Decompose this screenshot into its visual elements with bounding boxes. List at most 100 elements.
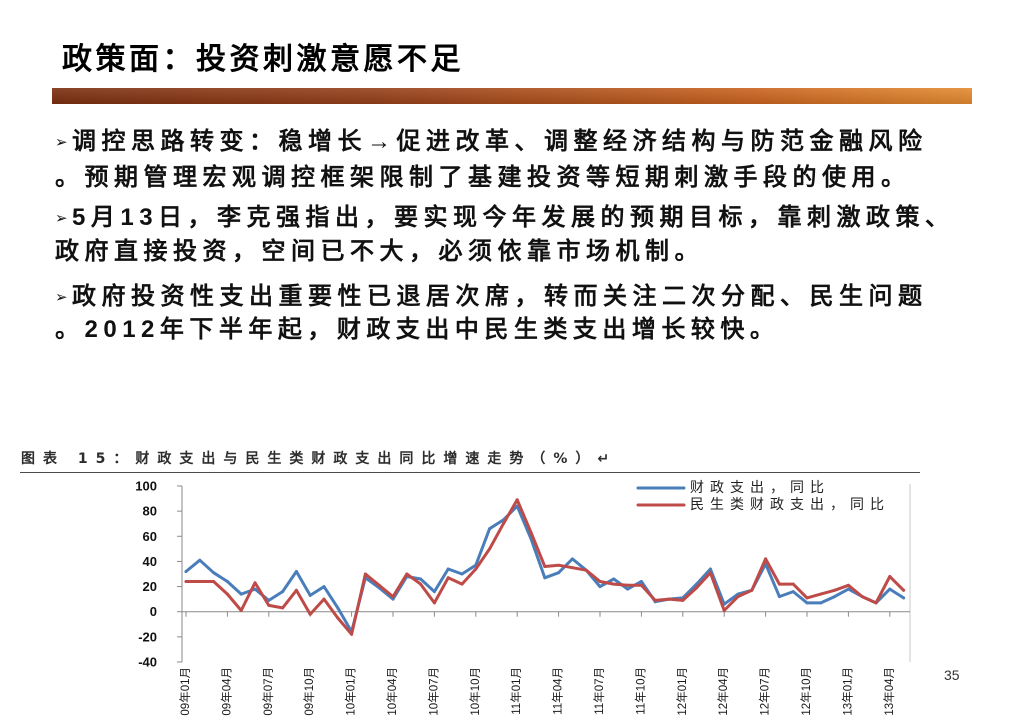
series-line-fiscal-spending — [184, 504, 906, 634]
data-point — [184, 570, 188, 573]
legend-label-livelihood-spending: 民生类财政支出，同比 — [690, 497, 890, 513]
bullet-arrow-icon: ➢ — [55, 209, 68, 227]
y-tick-label: 80 — [143, 504, 157, 519]
data-point — [253, 587, 257, 591]
data-point — [405, 572, 409, 576]
y-tick-label: 40 — [143, 554, 157, 569]
x-tick-label: 12年10月 — [799, 667, 813, 716]
x-tick-label: 13年04月 — [882, 667, 896, 716]
data-point — [419, 577, 423, 581]
data-point — [225, 592, 229, 596]
caption-divider — [20, 472, 920, 473]
data-point — [764, 557, 768, 561]
data-point — [212, 580, 216, 583]
data-point — [267, 598, 271, 602]
data-point — [336, 616, 340, 620]
data-point — [281, 590, 285, 594]
data-point — [501, 522, 505, 526]
data-point — [460, 582, 464, 586]
data-point — [253, 581, 257, 585]
x-tick-label: 09年10月 — [302, 667, 316, 716]
data-point — [239, 592, 243, 596]
data-point — [653, 598, 657, 602]
data-point — [791, 582, 795, 586]
data-point — [791, 590, 795, 594]
data-point — [570, 557, 574, 561]
data-point — [419, 582, 423, 586]
legend: 财政支出，同比 民生类财政支出，同比 — [636, 480, 890, 513]
data-point — [708, 567, 712, 571]
data-point — [598, 580, 602, 583]
data-point — [308, 593, 312, 597]
data-point — [777, 582, 781, 586]
chart-caption: 图表 15：财政支出与民生类财政支出同比增速走势（%）↵ — [21, 451, 618, 467]
bullet-3-line-1: 政府投资性支出重要性已退居次席，转而关注二次分配、民生问题 — [72, 283, 928, 310]
data-point — [612, 582, 616, 586]
x-tick-label: 09年01月 — [178, 667, 192, 716]
x-tick-label: 12年07月 — [758, 667, 772, 716]
data-point — [819, 601, 823, 605]
x-tick-label: 11年10月 — [633, 667, 647, 715]
chart-axes: 100 80 60 40 20 0 -20 -40 09年01月 09年04月 09年07月 09年1… — [135, 479, 911, 716]
data-point — [805, 601, 809, 605]
data-point — [543, 565, 547, 568]
data-point — [819, 592, 823, 596]
data-point — [557, 563, 561, 567]
data-point — [557, 571, 561, 575]
data-point — [902, 596, 906, 600]
title-accent-bar — [52, 88, 972, 104]
data-point — [198, 558, 202, 562]
data-point — [833, 588, 837, 592]
legend-label-fiscal-spending: 财政支出，同比 — [690, 480, 830, 496]
data-point — [777, 595, 781, 599]
data-point — [722, 609, 726, 612]
data-point — [239, 609, 243, 612]
y-tick-label: 100 — [135, 479, 157, 494]
x-tick-label: 10年10月 — [468, 667, 482, 716]
data-point — [391, 597, 395, 601]
data-point — [377, 583, 381, 587]
page-number: 35 — [944, 667, 960, 683]
data-point — [846, 583, 850, 587]
data-point — [460, 572, 464, 576]
data-point — [198, 580, 202, 583]
x-tick-label: 13年01月 — [840, 667, 854, 716]
data-point — [708, 571, 712, 575]
x-tick-label: 09年04月 — [219, 667, 233, 716]
x-tick-label: 12年01月 — [675, 667, 689, 716]
data-point — [488, 527, 492, 531]
data-point — [667, 597, 671, 601]
data-point — [570, 566, 574, 570]
data-point — [529, 531, 533, 534]
x-tick-label: 11年01月 — [509, 667, 523, 715]
data-point — [184, 580, 188, 583]
data-point — [846, 587, 850, 591]
data-point — [322, 597, 326, 601]
data-point — [474, 567, 478, 571]
data-point — [212, 571, 216, 575]
chart-series — [184, 498, 906, 636]
x-tick-label: 11年04月 — [551, 667, 565, 715]
data-point — [639, 580, 643, 583]
data-point — [860, 595, 864, 599]
data-point — [805, 596, 809, 600]
bullet-1-line-1: 调控思路转变：稳增长→促进改革、调整经济结构与防范金融风险 — [72, 128, 928, 155]
data-point — [391, 595, 395, 599]
data-point — [432, 590, 436, 594]
data-point — [322, 585, 326, 589]
data-point — [639, 583, 643, 587]
data-point — [225, 580, 229, 583]
x-tick-label: 11年07月 — [592, 667, 606, 715]
data-point — [695, 586, 699, 590]
bullet-3-line-2: 。2012年下半年起，财政支出中民生类支出增长较快。 — [55, 316, 780, 343]
data-point — [432, 601, 436, 605]
bullet-2-line-2: 政府直接投资，空间已不大，必须依靠市场机制。 — [55, 238, 704, 265]
data-point — [515, 498, 519, 502]
y-tick-label: 60 — [143, 529, 157, 544]
x-tick-label: 12年04月 — [716, 667, 730, 716]
x-tick-label: 09年07月 — [261, 667, 275, 716]
data-point — [888, 587, 892, 591]
data-point — [888, 575, 892, 578]
line-chart: 100 80 60 40 20 0 -20 -40 09年01月 09年04月 09年07月 09年1… — [135, 479, 911, 716]
